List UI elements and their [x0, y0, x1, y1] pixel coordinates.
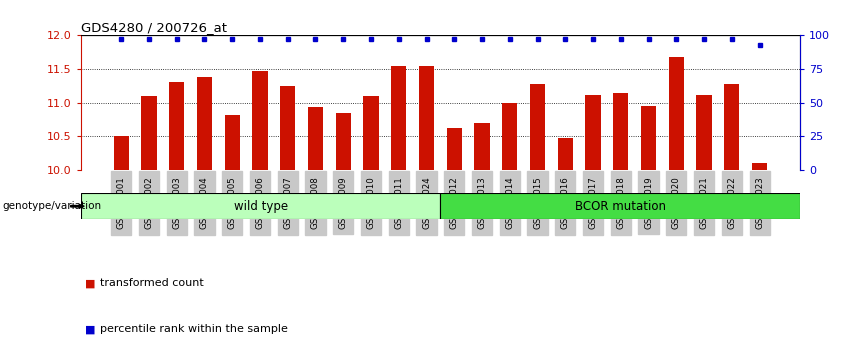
Bar — [253, 71, 267, 170]
Bar — [614, 92, 628, 170]
Bar — [391, 66, 407, 170]
Bar — [585, 95, 601, 170]
Bar — [669, 57, 684, 170]
Text: transformed count: transformed count — [100, 278, 203, 288]
Text: ■: ■ — [85, 324, 95, 334]
Bar — [141, 96, 157, 170]
Bar — [308, 107, 323, 170]
Bar — [724, 84, 740, 170]
Bar — [280, 86, 295, 170]
Bar — [530, 84, 545, 170]
Bar — [557, 138, 573, 170]
Bar — [419, 66, 434, 170]
Bar — [81, 193, 440, 219]
Bar — [752, 163, 768, 170]
Bar — [474, 123, 489, 170]
Bar — [169, 82, 185, 170]
Bar — [225, 115, 240, 170]
Bar — [113, 136, 129, 170]
Bar — [335, 113, 351, 170]
Text: BCOR mutation: BCOR mutation — [574, 200, 665, 213]
Text: GDS4280 / 200726_at: GDS4280 / 200726_at — [81, 21, 227, 34]
Bar — [502, 103, 517, 170]
Text: genotype/variation: genotype/variation — [3, 201, 101, 211]
Bar — [363, 96, 379, 170]
Bar — [641, 106, 656, 170]
Bar — [197, 77, 212, 170]
Bar — [696, 95, 711, 170]
Bar — [447, 128, 462, 170]
Text: wild type: wild type — [233, 200, 288, 213]
Text: percentile rank within the sample: percentile rank within the sample — [100, 324, 288, 334]
Text: ■: ■ — [85, 278, 95, 288]
Bar — [440, 193, 800, 219]
